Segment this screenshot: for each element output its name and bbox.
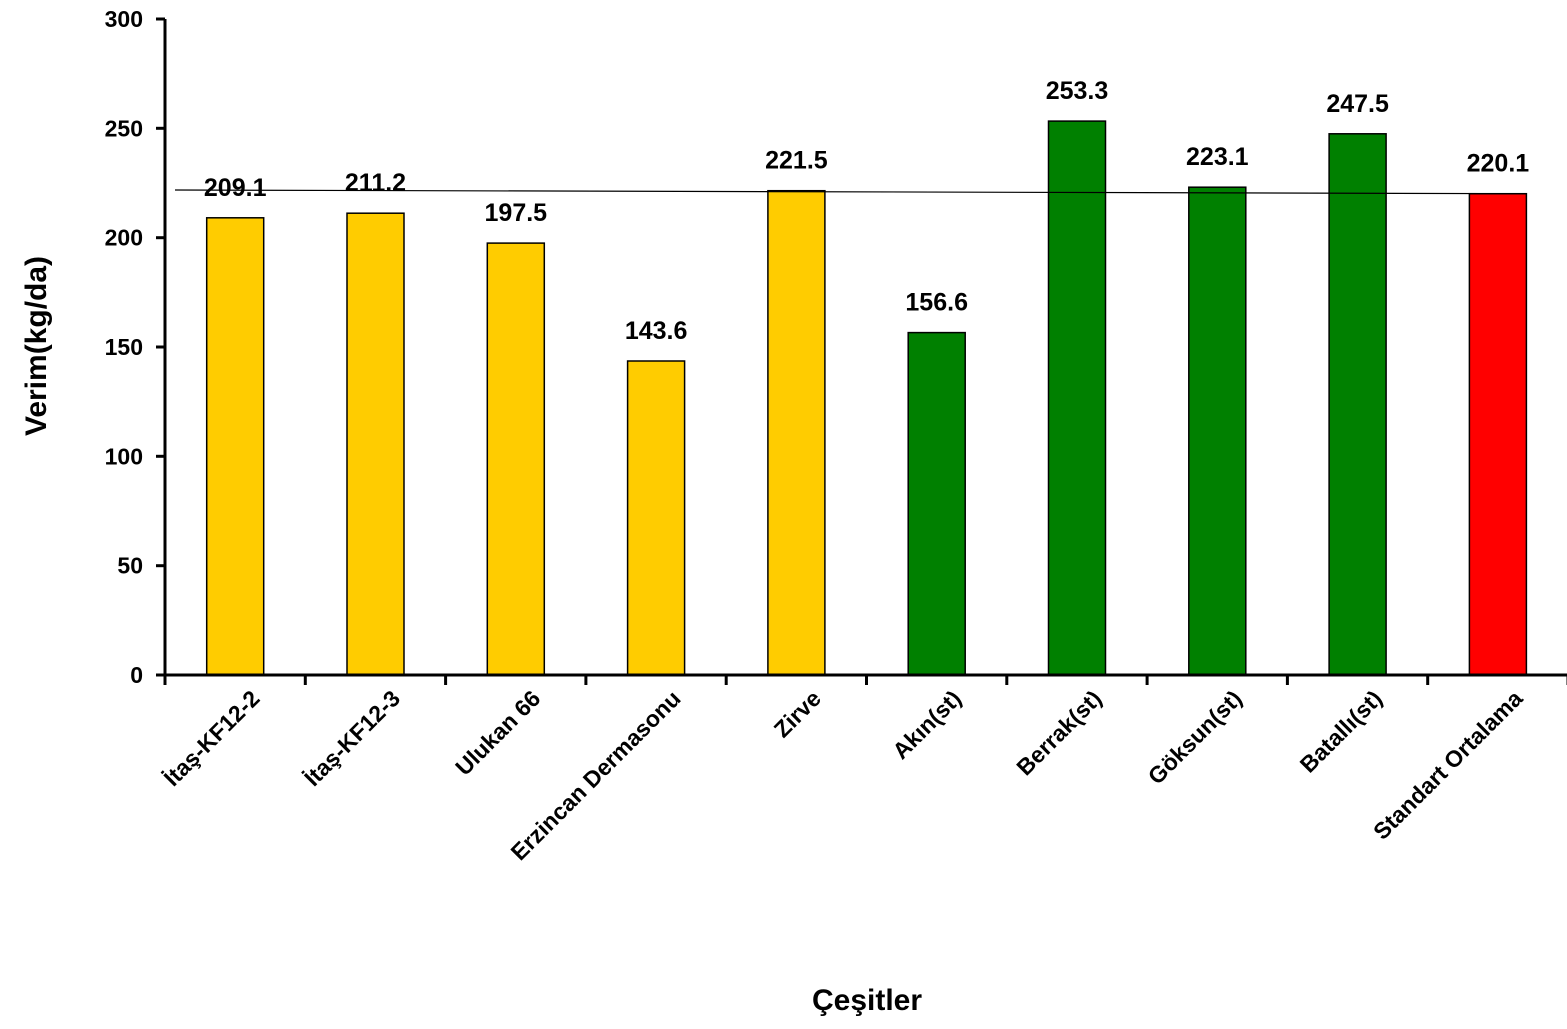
y-tick-label-6: 300: [105, 6, 143, 32]
y-tick-label-5: 250: [105, 115, 143, 141]
y-tick-label-1: 50: [117, 553, 143, 579]
x-tick-label-4: Zirve: [769, 685, 826, 742]
data-label-3: 143.6: [625, 317, 688, 345]
data-label-2: 197.5: [485, 199, 548, 227]
x-tick-label-1: İtaş-KF12-3: [299, 685, 405, 791]
bar-4: [767, 189, 826, 676]
bar-8: [1328, 133, 1387, 676]
bar-2: [486, 242, 546, 676]
bar-7: [1188, 186, 1247, 676]
x-tick-label-9: Standart Ortalama: [1368, 685, 1528, 845]
axes-layer: 0 50 100 150 200 250 300: [105, 6, 1567, 688]
data-label-7: 223.1: [1186, 143, 1249, 171]
y-tick-label-2: 100: [105, 443, 143, 469]
bar-3: [626, 360, 686, 676]
data-label-4: 221.5: [765, 147, 828, 175]
x-tick-label-8: Batallı(st): [1295, 685, 1387, 777]
reference-line-layer: [174, 189, 1527, 195]
x-axis-title: Çeşitler: [812, 984, 922, 1017]
data-label-0: 209.1: [204, 174, 267, 202]
bar-9: [1468, 192, 1528, 676]
bar-6: [1047, 120, 1107, 676]
data-label-8: 247.5: [1326, 90, 1389, 118]
x-tick-label-7: Göksun(st): [1143, 685, 1247, 789]
y-tick-label-0: 0: [130, 662, 143, 688]
data-label-6: 253.3: [1046, 77, 1109, 105]
bars-layer: [205, 120, 1528, 676]
y-tick-label-3: 150: [105, 334, 143, 360]
reference-line: [174, 189, 1527, 195]
x-tick-label-6: Berrak(st): [1011, 685, 1106, 780]
bar-5: [907, 331, 966, 676]
data-label-9: 220.1: [1467, 150, 1530, 178]
bar-0: [205, 217, 265, 676]
bar-1: [346, 212, 405, 676]
x-tick-label-0: İtaş-KF12-2: [159, 685, 265, 791]
x-tick-label-2: Ulukan 66: [450, 685, 545, 780]
y-axis-title: Verim(kg/da): [20, 256, 53, 436]
data-label-1: 211.2: [345, 169, 406, 197]
data-label-5: 156.6: [905, 289, 968, 317]
y-tick-label-4: 200: [105, 225, 143, 251]
x-tick-label-5: Akın(st): [887, 685, 966, 764]
